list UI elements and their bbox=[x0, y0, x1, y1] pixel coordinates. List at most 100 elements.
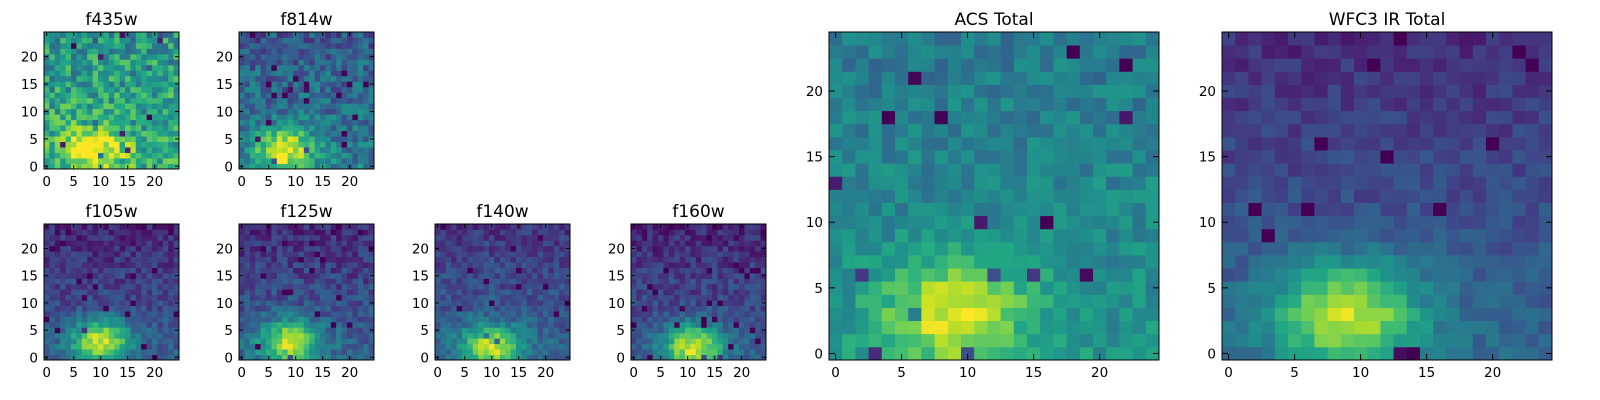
heatmap-cell bbox=[298, 343, 305, 350]
heatmap-cell bbox=[728, 349, 734, 355]
heatmap-cell bbox=[108, 48, 115, 55]
heatmap-cell bbox=[1433, 346, 1447, 361]
heatmap-cell bbox=[499, 332, 506, 339]
heatmap-cell bbox=[526, 354, 533, 361]
heatmap-cell bbox=[842, 268, 856, 282]
heatmap-cell bbox=[553, 245, 560, 252]
heatmap-cell bbox=[119, 136, 126, 142]
heatmap-cell bbox=[363, 272, 369, 279]
heatmap-cell bbox=[146, 130, 153, 137]
heatmap-cell bbox=[71, 108, 77, 115]
heatmap-cell bbox=[1486, 215, 1500, 230]
heatmap-cell bbox=[1525, 333, 1540, 348]
panel-title: f140w bbox=[476, 202, 528, 222]
heatmap-cell bbox=[855, 228, 869, 243]
heatmap-cell bbox=[1354, 294, 1368, 308]
heatmap-cell bbox=[282, 75, 288, 82]
heatmap-cell bbox=[114, 294, 120, 301]
heatmap-cell bbox=[1106, 320, 1120, 335]
heatmap-cell bbox=[108, 316, 115, 323]
heatmap-cell bbox=[130, 119, 137, 126]
heatmap-cell bbox=[157, 240, 164, 247]
heatmap-cell bbox=[357, 256, 364, 263]
heatmap-cell bbox=[49, 37, 56, 44]
heatmap-cell bbox=[146, 147, 153, 153]
heatmap-cell bbox=[722, 289, 729, 296]
heatmap-cell bbox=[173, 262, 180, 268]
heatmap-cell bbox=[829, 268, 843, 282]
heatmap-cell bbox=[341, 119, 348, 126]
heatmap-cell bbox=[685, 240, 691, 247]
heatmap-cell bbox=[1093, 202, 1107, 217]
heatmap-cell bbox=[357, 305, 364, 312]
heatmap-cell bbox=[81, 158, 88, 164]
heatmap-cell bbox=[119, 70, 126, 77]
heatmap-cell bbox=[934, 241, 949, 256]
heatmap-cell bbox=[54, 64, 61, 71]
heatmap-cell bbox=[81, 32, 88, 38]
heatmap-cell bbox=[119, 42, 126, 49]
heatmap-cell bbox=[505, 311, 511, 317]
heatmap-cell bbox=[244, 103, 251, 110]
heatmap-cell bbox=[276, 229, 283, 236]
heatmap-cell bbox=[1000, 150, 1015, 164]
heatmap-cell bbox=[314, 163, 321, 170]
heatmap-cell bbox=[526, 289, 533, 296]
heatmap-cell bbox=[947, 58, 962, 72]
heatmap-cell bbox=[266, 130, 272, 137]
heatmap-cell bbox=[255, 130, 261, 137]
heatmap-cell bbox=[537, 256, 544, 263]
heatmap-cell bbox=[65, 224, 72, 230]
heatmap-cell bbox=[341, 321, 348, 328]
heatmap-cell bbox=[87, 147, 93, 153]
heatmap-cell bbox=[631, 229, 637, 236]
heatmap-cell bbox=[1132, 294, 1147, 308]
heatmap-cell bbox=[98, 278, 104, 285]
heatmap-cell bbox=[440, 294, 447, 301]
heatmap-cell bbox=[320, 267, 326, 274]
heatmap-cell bbox=[744, 251, 751, 258]
heatmap-cell bbox=[71, 321, 77, 328]
heatmap-cell bbox=[478, 343, 484, 350]
heatmap-cell bbox=[239, 86, 245, 93]
heatmap-cell bbox=[895, 333, 909, 348]
heatmap-cell bbox=[249, 53, 256, 60]
heatmap-cell bbox=[478, 240, 484, 247]
heatmap-cell bbox=[352, 354, 359, 361]
heatmap-cell bbox=[1106, 215, 1120, 230]
heatmap-cell bbox=[255, 32, 261, 38]
heatmap-cell bbox=[1301, 163, 1315, 177]
heatmap-cell bbox=[314, 262, 321, 268]
heatmap-cell bbox=[1093, 176, 1107, 190]
heatmap-cell bbox=[303, 300, 310, 306]
heatmap-cell bbox=[543, 294, 549, 301]
heatmap-cell bbox=[895, 294, 909, 308]
heatmap-cell bbox=[1499, 320, 1513, 335]
heatmap-cell bbox=[352, 283, 359, 290]
heatmap-cell bbox=[368, 48, 375, 55]
heatmap-cell bbox=[532, 262, 538, 268]
heatmap-cell bbox=[287, 349, 294, 355]
heatmap-cell bbox=[679, 294, 686, 301]
heatmap-cell bbox=[92, 311, 99, 317]
heatmap-cell bbox=[947, 333, 962, 348]
heatmap-cell bbox=[368, 42, 375, 49]
heatmap-cell bbox=[146, 283, 153, 290]
heatmap-cell bbox=[357, 289, 364, 296]
heatmap-cell bbox=[49, 234, 56, 241]
heatmap-cell bbox=[76, 48, 83, 55]
heatmap-cell bbox=[54, 229, 61, 236]
heatmap-cell bbox=[239, 240, 245, 247]
heatmap-cell bbox=[157, 64, 164, 71]
heatmap-cell bbox=[435, 267, 441, 274]
heatmap-cell bbox=[445, 305, 452, 312]
heatmap-cell bbox=[706, 305, 713, 312]
heatmap-cell bbox=[456, 327, 463, 334]
heatmap-cell bbox=[309, 305, 315, 312]
heatmap-cell bbox=[352, 103, 359, 110]
heatmap-cell bbox=[255, 152, 261, 159]
heatmap-cell bbox=[728, 267, 734, 274]
heatmap-cell bbox=[125, 86, 131, 93]
x-tick-label: 10 bbox=[483, 365, 500, 381]
heatmap-cell bbox=[287, 64, 294, 71]
